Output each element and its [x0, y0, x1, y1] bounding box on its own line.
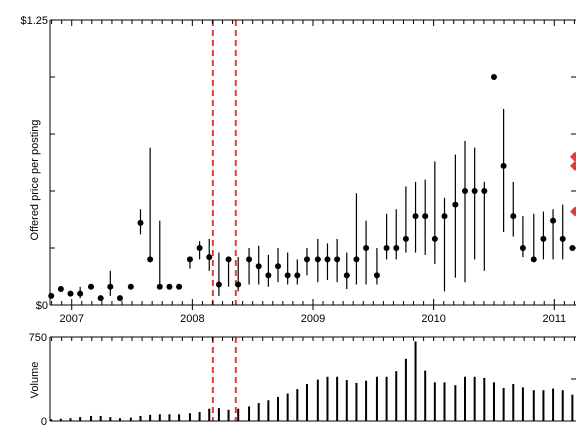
- price-point: [265, 272, 272, 279]
- price-y-tick-label: $0: [36, 300, 48, 312]
- price-point: [314, 256, 321, 263]
- price-point: [334, 256, 341, 263]
- right-edge-marker: [570, 206, 576, 217]
- price-point: [530, 256, 537, 263]
- price-point: [284, 272, 291, 279]
- price-point: [569, 245, 576, 251]
- price-point: [116, 295, 123, 302]
- price-point: [48, 292, 55, 299]
- price-point: [206, 254, 213, 261]
- price-point: [412, 213, 419, 220]
- price-point: [97, 295, 104, 302]
- price-point: [471, 188, 478, 194]
- price-point: [500, 162, 507, 169]
- price-point: [57, 286, 64, 293]
- volume-axes: 0 750: [29, 332, 576, 427]
- price-point: [137, 219, 144, 226]
- price-point: [127, 283, 134, 290]
- price-point: [77, 290, 84, 297]
- price-point: [422, 213, 429, 220]
- price-reference-lines: [211, 20, 237, 305]
- right-edge-marker: [570, 151, 576, 162]
- volume-y-tick-label: 0: [41, 416, 47, 427]
- price-point: [294, 272, 301, 279]
- price-point: [88, 283, 95, 290]
- volume-y-axis-label: Volume: [29, 362, 41, 399]
- price-point: [235, 281, 242, 288]
- price-point: [303, 256, 310, 263]
- price-point: [166, 283, 173, 290]
- price-point: [255, 263, 262, 270]
- price-x-tick-label: 2010: [421, 313, 445, 325]
- volume-reference-lines: [211, 337, 237, 421]
- price-point: [353, 256, 360, 263]
- price-point: [510, 213, 517, 220]
- price-point: [462, 188, 469, 194]
- price-series: [48, 74, 576, 302]
- price-point: [393, 245, 400, 251]
- price-point: [441, 213, 448, 220]
- price-point: [324, 256, 331, 263]
- price-point: [225, 256, 232, 263]
- price-point: [402, 235, 409, 242]
- price-point: [176, 283, 183, 290]
- price-y-tick-label: $1.25: [20, 15, 48, 27]
- price-x-tick-label: 2007: [59, 313, 83, 325]
- price-point: [452, 201, 459, 208]
- price-point: [147, 256, 154, 263]
- price-point: [246, 256, 253, 263]
- volume-panel: 0 750 Volume: [29, 332, 576, 427]
- price-point: [490, 74, 497, 80]
- price-point: [481, 188, 488, 194]
- price-x-tick-label: 2009: [301, 313, 325, 325]
- price-point: [215, 281, 222, 288]
- price-point: [107, 283, 114, 290]
- price-point: [559, 235, 566, 242]
- price-point: [67, 290, 74, 297]
- price-point: [373, 272, 380, 279]
- volume-y-tick-label: 750: [29, 332, 47, 344]
- price-y-axis-label: Offered price per posting: [29, 120, 41, 241]
- price-point: [186, 256, 193, 263]
- price-x-tick-label: 2011: [542, 313, 566, 325]
- price-point: [363, 245, 370, 251]
- price-x-tick-label: 2008: [180, 313, 204, 325]
- price-point: [343, 272, 350, 279]
- price-point: [431, 235, 438, 242]
- price-point: [383, 245, 390, 251]
- price-point: [275, 263, 282, 270]
- price-point: [540, 235, 547, 242]
- right-edge-markers: [570, 151, 576, 217]
- right-edge-marker: [570, 160, 576, 171]
- price-point: [156, 283, 163, 290]
- price-point: [519, 245, 526, 251]
- price-point: [196, 245, 203, 251]
- price-axes: $0 $1.25 2007 2008 2009 2010 2011: [20, 15, 576, 325]
- price-point: [550, 217, 557, 224]
- volume-series: [50, 341, 574, 421]
- price-panel: $0 $1.25 2007 2008 2009 2010 2011 Offered pric…: [20, 15, 576, 325]
